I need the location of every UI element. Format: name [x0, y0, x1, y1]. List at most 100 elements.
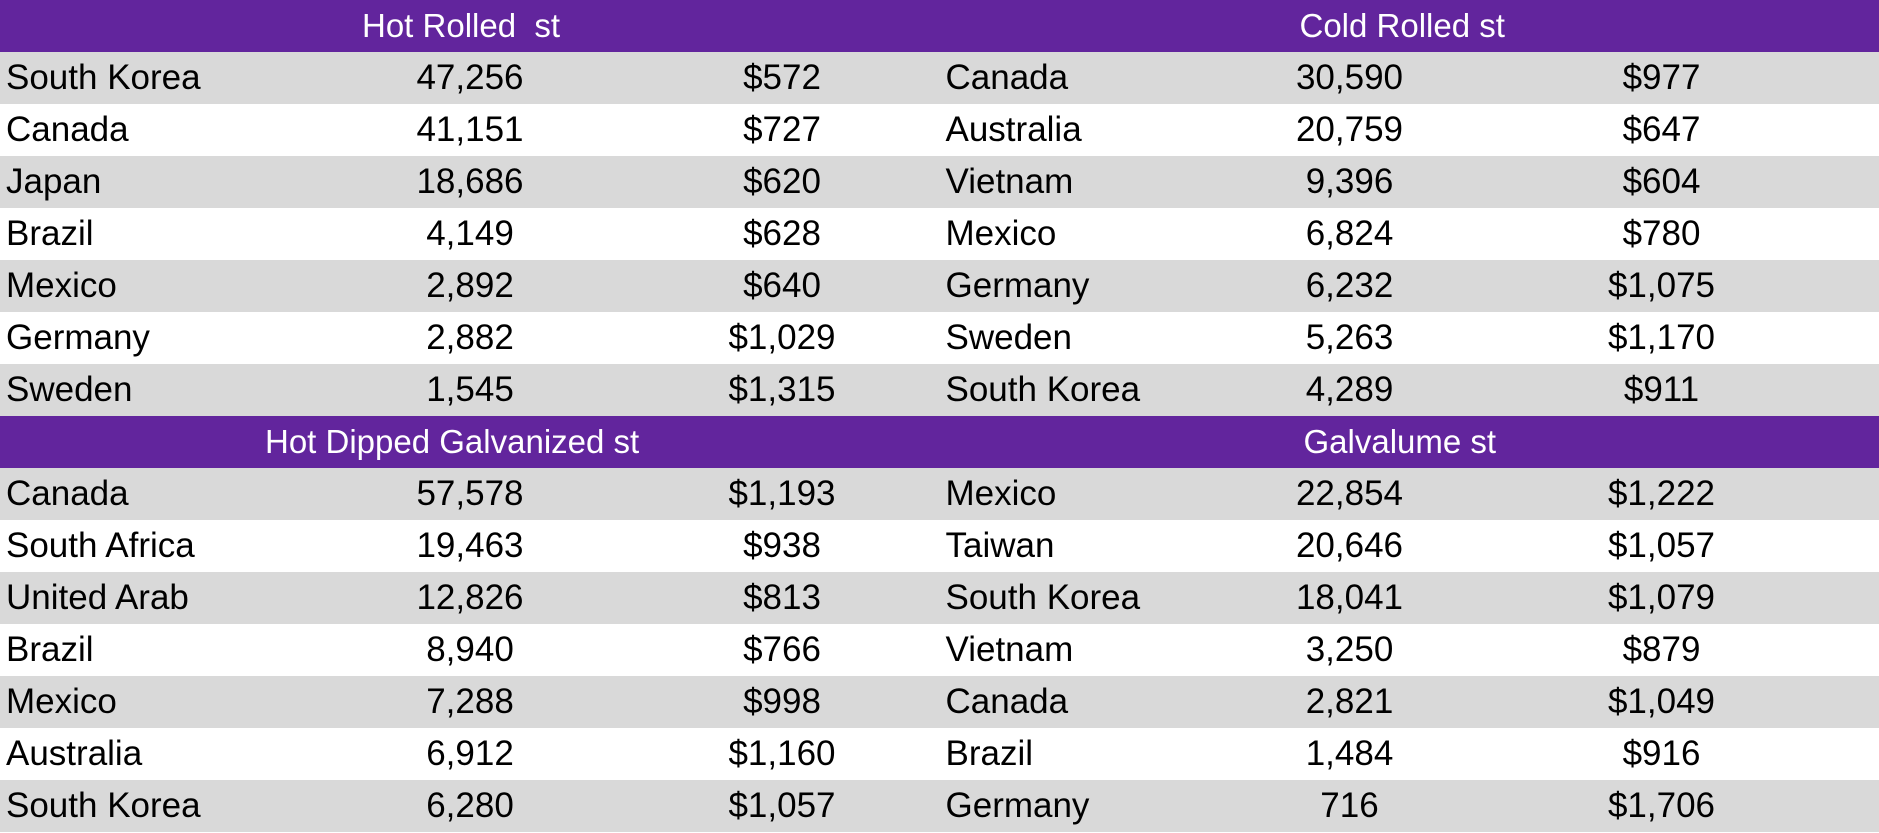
- price-cell: $1,706: [1607, 786, 1716, 825]
- country-cell: Brazil: [6, 214, 94, 253]
- table-row: South Korea 6,280 $1,057: [0, 780, 940, 832]
- price-cell: $620: [743, 162, 821, 201]
- table-row: Germany 2,882 $1,029: [0, 312, 940, 364]
- price-cell: $1,170: [1607, 318, 1716, 357]
- country-cell: Mexico: [945, 474, 1057, 513]
- volume-cell: 57,578: [416, 474, 524, 513]
- galvalume-table: Galvalume st Mexico 22,854 $1,222 Taiwan 20,6…: [939, 416, 1879, 832]
- price-cell: $1,160: [728, 734, 836, 773]
- country-cell: Vietnam: [945, 630, 1074, 669]
- table-row: Japan 18,686 $620: [0, 156, 940, 208]
- volume-cell: 30,590: [1295, 58, 1404, 97]
- table-row: Taiwan 20,646 $1,057: [939, 520, 1879, 572]
- price-cell: $1,057: [728, 786, 836, 825]
- table-row: Mexico 7,288 $998: [0, 676, 940, 728]
- volume-cell: 7,288: [426, 682, 514, 721]
- volume-cell: 19,463: [416, 526, 524, 565]
- price-cell: $1,079: [1607, 578, 1716, 617]
- table-header: Galvalume st: [939, 416, 1879, 468]
- table-title: Galvalume st: [1303, 423, 1497, 460]
- table-row: Australia 20,759 $647: [939, 104, 1879, 156]
- country-cell: Sweden: [945, 318, 1072, 357]
- price-cell: $572: [743, 58, 821, 97]
- country-cell: Mexico: [6, 266, 117, 305]
- hot-rolled-table: Hot Rolled st South Korea 47,256 $572 Canada…: [0, 0, 940, 416]
- country-cell: Canada: [945, 682, 1069, 721]
- country-cell: Australia: [6, 734, 143, 773]
- table-row: Canada 57,578 $1,193: [0, 468, 940, 520]
- table-row: Mexico 6,824 $780: [939, 208, 1879, 260]
- table-row: Mexico 2,892 $640: [0, 260, 940, 312]
- price-cell: $1,029: [728, 318, 836, 357]
- country-cell: Brazil: [945, 734, 1034, 773]
- country-cell: Brazil: [6, 630, 94, 669]
- table-row: Sweden 1,545 $1,315: [0, 364, 940, 416]
- volume-cell: 5,263: [1305, 318, 1394, 357]
- table-row: Germany 6,232 $1,075: [939, 260, 1879, 312]
- table-row: South Korea 47,256 $572: [0, 52, 940, 104]
- volume-cell: 2,882: [426, 318, 514, 357]
- table-row: South Africa 19,463 $938: [0, 520, 940, 572]
- table-row: Brazil 8,940 $766: [0, 624, 940, 676]
- volume-cell: 47,256: [416, 58, 524, 97]
- hot-dipped-galvanized-table: Hot Dipped Galvanized st Canada 57,578 $1,1…: [0, 416, 940, 832]
- volume-cell: 41,151: [416, 110, 524, 149]
- country-cell: Canada: [6, 110, 129, 149]
- table-header: Hot Dipped Galvanized st: [0, 416, 940, 468]
- table-title: Hot Rolled st: [362, 7, 561, 44]
- country-cell: Australia: [945, 110, 1082, 149]
- table-row: Germany 716 $1,706: [939, 780, 1879, 832]
- country-cell: South Africa: [6, 526, 195, 565]
- country-cell: Mexico: [6, 682, 117, 721]
- volume-cell: 22,854: [1295, 474, 1404, 513]
- top-section: Hot Rolled st South Korea 47,256 $572 Canada…: [0, 0, 1879, 416]
- country-cell: South Korea: [6, 58, 201, 97]
- country-cell: South Korea: [945, 578, 1141, 617]
- table-row: Vietnam 3,250 $879: [939, 624, 1879, 676]
- volume-cell: 1,545: [426, 370, 514, 409]
- bottom-section: Hot Dipped Galvanized st Canada 57,578 $1,1…: [0, 416, 1879, 832]
- table-row: Vietnam 9,396 $604: [939, 156, 1879, 208]
- table-row: Australia 6,912 $1,160: [0, 728, 940, 780]
- volume-cell: 716: [1320, 786, 1379, 825]
- price-cell: $879: [1622, 630, 1701, 669]
- table-row: South Korea 18,041 $1,079: [939, 572, 1879, 624]
- price-cell: $1,222: [1607, 474, 1716, 513]
- volume-cell: 8,940: [426, 630, 514, 669]
- price-cell: $911: [1623, 370, 1700, 409]
- country-cell: Germany: [945, 266, 1090, 305]
- table-row: Mexico 22,854 $1,222: [939, 468, 1879, 520]
- volume-cell: 6,232: [1305, 266, 1394, 305]
- volume-cell: 2,821: [1305, 682, 1394, 721]
- price-cell: $998: [743, 682, 821, 721]
- price-cell: $766: [743, 630, 821, 669]
- volume-cell: 20,646: [1295, 526, 1404, 565]
- price-cell: $1,049: [1607, 682, 1716, 721]
- table-header: Hot Rolled st: [0, 0, 940, 52]
- country-cell: Japan: [6, 162, 102, 201]
- table-title: Hot Dipped Galvanized st: [265, 423, 640, 460]
- volume-cell: 20,759: [1295, 110, 1404, 149]
- cold-rolled-table: Cold Rolled st Canada 30,590 $977 Australia 2…: [939, 0, 1879, 416]
- table-row: South Korea 4,289 $911: [939, 364, 1879, 416]
- table-row: Brazil 1,484 $916: [939, 728, 1879, 780]
- price-cell: $780: [1622, 214, 1701, 253]
- price-cell: $628: [743, 214, 821, 253]
- country-cell: Mexico: [945, 214, 1057, 253]
- price-cell: $977: [1622, 58, 1701, 97]
- table-header: Cold Rolled st: [939, 0, 1879, 52]
- table-title: Cold Rolled st: [1299, 7, 1505, 44]
- price-cell: $1,315: [728, 370, 836, 409]
- price-cell: $1,057: [1607, 526, 1716, 565]
- country-cell: Germany: [945, 786, 1090, 825]
- country-cell: Vietnam: [945, 162, 1074, 201]
- volume-cell: 6,280: [426, 786, 514, 825]
- table-row: Sweden 5,263 $1,170: [939, 312, 1879, 364]
- price-cell: $647: [1622, 110, 1701, 149]
- volume-cell: 12,826: [416, 578, 524, 617]
- country-cell: Sweden: [6, 370, 133, 409]
- country-cell: South Korea: [945, 370, 1141, 409]
- volume-cell: 2,892: [426, 266, 514, 305]
- volume-cell: 4,149: [426, 214, 514, 253]
